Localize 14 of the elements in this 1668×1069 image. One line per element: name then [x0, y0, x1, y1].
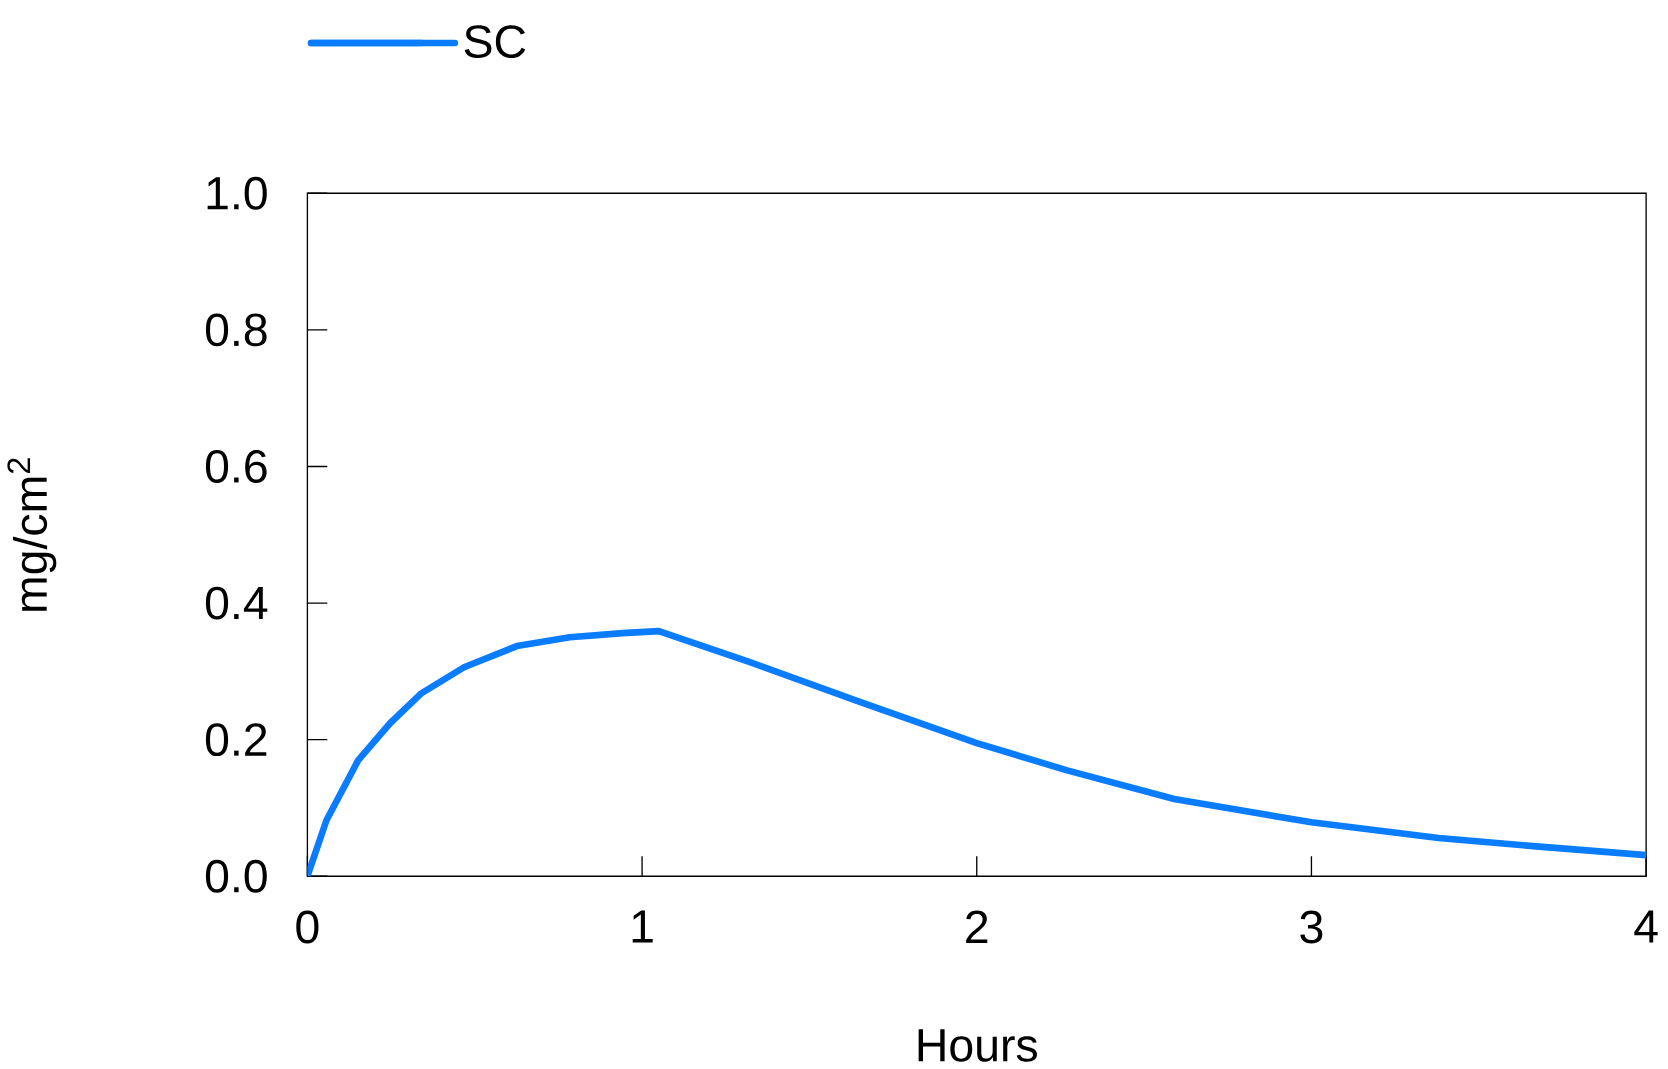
- y-axis-title: mg/cm$^{2}$: [7, 458, 57, 611]
- legend-label: SC: [464, 25, 526, 58]
- x-tick-label: 4: [1634, 910, 1658, 943]
- x-tick-label: 2: [966, 910, 988, 943]
- y-tick-label: 0.6: [205, 449, 267, 483]
- y-tick-label: 0.8: [205, 313, 267, 347]
- y-tick-label: 1.0: [207, 176, 267, 210]
- x-tick-label: 0: [296, 910, 319, 944]
- y-tick-label: 0.2: [205, 723, 267, 757]
- x-axis-title: Hours: [918, 1029, 1037, 1062]
- y-tick-label: 0.4: [205, 586, 268, 620]
- y-tick-label: 0.0: [205, 859, 267, 893]
- x-tick-label: 1: [632, 910, 653, 943]
- x-tick-label: 3: [1300, 910, 1323, 944]
